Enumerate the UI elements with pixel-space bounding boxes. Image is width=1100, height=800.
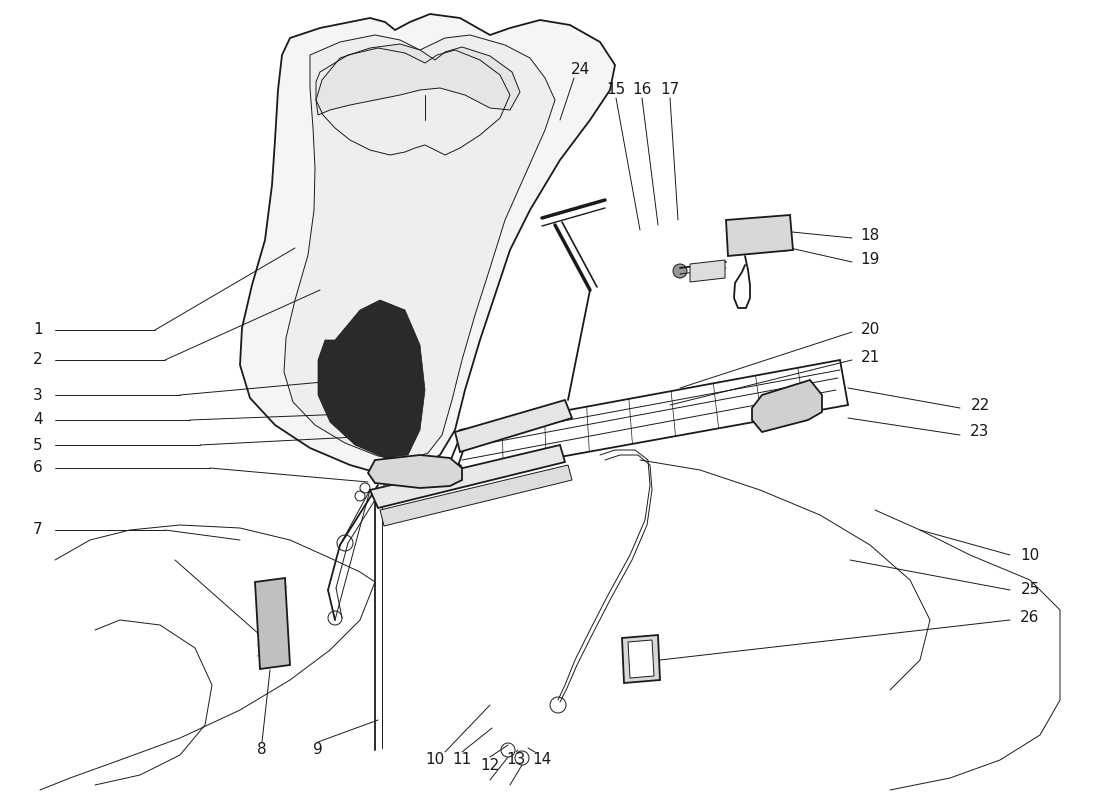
Text: 4: 4 bbox=[33, 413, 43, 427]
Text: 23: 23 bbox=[970, 425, 990, 439]
Polygon shape bbox=[752, 380, 822, 432]
Polygon shape bbox=[240, 14, 615, 475]
Text: 1: 1 bbox=[33, 322, 43, 338]
Polygon shape bbox=[318, 300, 425, 458]
Polygon shape bbox=[379, 465, 572, 526]
Text: 5: 5 bbox=[33, 438, 43, 453]
Polygon shape bbox=[316, 44, 520, 115]
Circle shape bbox=[790, 399, 800, 409]
Circle shape bbox=[780, 241, 790, 251]
Circle shape bbox=[764, 241, 776, 251]
Text: 7: 7 bbox=[33, 522, 43, 538]
Polygon shape bbox=[621, 635, 660, 683]
Text: 21: 21 bbox=[860, 350, 880, 366]
Polygon shape bbox=[690, 260, 725, 282]
Text: 18: 18 bbox=[860, 227, 880, 242]
Text: 10: 10 bbox=[426, 753, 444, 767]
Polygon shape bbox=[368, 455, 462, 488]
Text: 16: 16 bbox=[632, 82, 651, 98]
Circle shape bbox=[454, 464, 462, 472]
Text: 11: 11 bbox=[452, 753, 472, 767]
Text: 3: 3 bbox=[33, 387, 43, 402]
Text: 24: 24 bbox=[571, 62, 590, 78]
Polygon shape bbox=[370, 445, 565, 508]
Text: 26: 26 bbox=[1021, 610, 1040, 626]
Text: 20: 20 bbox=[860, 322, 880, 338]
Polygon shape bbox=[758, 400, 815, 430]
Circle shape bbox=[399, 466, 411, 478]
Text: 15: 15 bbox=[606, 82, 626, 98]
Text: 17: 17 bbox=[660, 82, 680, 98]
Text: 13: 13 bbox=[506, 753, 526, 767]
Polygon shape bbox=[284, 35, 556, 460]
Circle shape bbox=[673, 264, 688, 278]
Text: 19: 19 bbox=[860, 253, 880, 267]
Circle shape bbox=[764, 225, 776, 235]
Circle shape bbox=[780, 225, 790, 235]
Polygon shape bbox=[255, 578, 290, 669]
Text: 12: 12 bbox=[481, 758, 499, 773]
Text: 22: 22 bbox=[970, 398, 990, 413]
Polygon shape bbox=[628, 640, 654, 678]
Text: 25: 25 bbox=[1021, 582, 1040, 598]
Text: 8: 8 bbox=[257, 742, 267, 758]
Polygon shape bbox=[455, 400, 572, 452]
Text: 10: 10 bbox=[1021, 547, 1040, 562]
Text: 6: 6 bbox=[33, 461, 43, 475]
Text: 9: 9 bbox=[314, 742, 323, 758]
Text: 14: 14 bbox=[532, 753, 551, 767]
Polygon shape bbox=[726, 215, 793, 256]
Text: 2: 2 bbox=[33, 353, 43, 367]
